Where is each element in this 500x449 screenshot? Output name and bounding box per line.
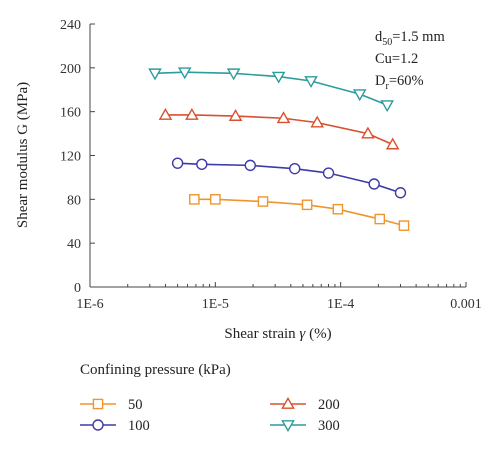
data-point [352,89,367,102]
y-tick-label: 0 [74,281,81,296]
data-point [148,68,162,81]
annotation-d50: d50=1.5 mm [375,29,445,48]
annotation-dr: Dr=60% [375,73,424,92]
series-line [194,198,405,227]
data-point [228,109,243,121]
data-point [301,199,313,211]
legend-label: 50 [128,397,143,413]
data-point [189,194,200,205]
series-line [177,162,401,194]
data-point [380,100,394,113]
data-point [171,157,184,169]
y-axis-title: Shear modulus G (MPa) [15,82,31,228]
legend-item-50: 50 [80,397,143,413]
x-tick-label: 0.001 [450,297,482,312]
y-tick-label: 200 [60,62,81,77]
legend-item-300: 300 [270,418,340,434]
data-point [398,220,410,231]
data-point [385,137,400,150]
data-point [185,107,199,120]
data-point [361,126,375,139]
y-tick-label: 160 [60,106,81,121]
data-point [322,167,335,179]
legend-title: Confining pressure (kPa) [80,362,231,378]
data-point [276,111,291,124]
legend-marker [92,419,104,431]
y-tick-label: 240 [60,18,81,33]
x-tick-label: 1E-6 [76,297,103,312]
data-point [289,162,301,175]
legend-item-200: 200 [270,396,340,413]
legend-label: 200 [318,397,340,413]
series-layer [148,67,410,231]
data-point [374,213,386,225]
data-point [332,203,344,215]
y-tick-label: 120 [60,150,81,165]
annotation-cu: Cu=1.2 [375,51,418,67]
series-100 [171,157,407,199]
data-point [210,194,221,205]
data-point [177,67,192,80]
data-point [196,158,208,170]
y-tick-label: 80 [67,193,81,208]
x-ticks: 1E-6 1E-5 1E-4 0.001 [76,282,482,312]
series-300 [148,67,394,113]
data-point [244,159,256,172]
data-point [394,187,407,199]
y-ticks: 0 40 80 120 160 200 240 [60,18,95,296]
y-tick-label: 40 [67,237,81,252]
series-50 [189,194,410,231]
series-line [154,71,388,106]
legend-marker [281,396,295,409]
legend-label: 300 [318,418,340,434]
data-point [257,196,269,207]
data-point [226,68,241,81]
legend-marker [92,398,104,410]
data-point [310,115,325,128]
x-tick-label: 1E-5 [202,297,229,312]
data-point [271,71,286,84]
legend-item-100: 100 [80,418,150,434]
data-point [304,76,318,88]
data-point [368,178,380,190]
legend-label: 100 [128,418,150,434]
x-tick-label: 1E-4 [327,297,354,312]
x-axis-title: Shear strain γ (%) [224,326,331,342]
legend: 50 100 200 300 [80,396,340,434]
data-point [158,107,173,120]
series-200 [158,107,400,150]
legend-marker [281,420,295,433]
